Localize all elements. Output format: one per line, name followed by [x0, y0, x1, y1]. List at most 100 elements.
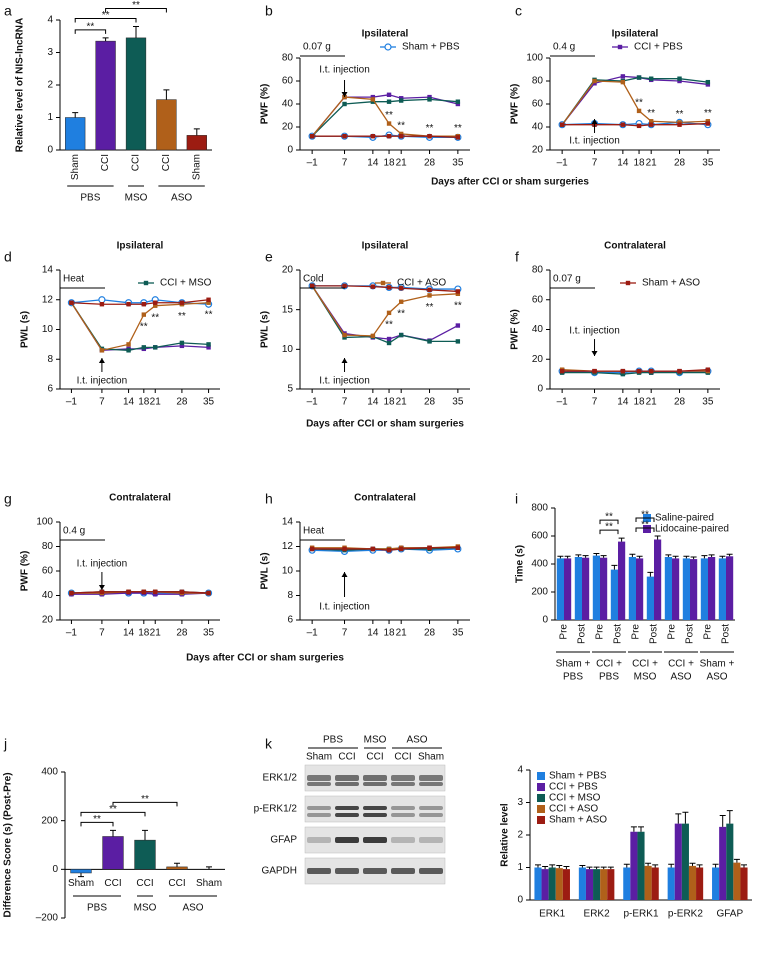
point [153, 345, 158, 350]
y-tick-label: 3 [517, 797, 523, 808]
legend-marker [384, 43, 392, 51]
legend-marker [380, 280, 386, 286]
y-tick-label: 400 [531, 559, 548, 570]
x-tick-label: 7 [99, 628, 105, 639]
error-bar [582, 555, 589, 558]
x-tick-label: 28 [424, 628, 436, 639]
chart-title: Contralateral [604, 241, 666, 252]
error-bar [575, 554, 582, 557]
error-bar [712, 863, 719, 868]
blot-band [335, 837, 359, 843]
error-bar [741, 864, 748, 868]
x-tick-label: Post [613, 624, 624, 644]
legend-marker [617, 44, 623, 50]
point [370, 284, 376, 289]
blot-band [307, 782, 331, 786]
x-tick-label: p-ERK1 [623, 909, 658, 920]
y-tick-label: 1 [517, 862, 523, 873]
x-tick-label: Pre [703, 624, 714, 640]
legend-marker [143, 280, 149, 286]
group-label: ASO [670, 672, 691, 683]
error-bar [193, 128, 200, 136]
point [677, 78, 682, 84]
x-tick-label: 18 [633, 397, 645, 408]
bar [592, 555, 600, 620]
point [636, 75, 642, 80]
bar [65, 117, 86, 151]
panel-letter: j [3, 736, 7, 752]
x-tick-label: 7 [342, 158, 348, 169]
point [153, 592, 158, 597]
point [342, 283, 347, 289]
y-tick-label: 40 [532, 324, 544, 335]
point [153, 589, 158, 595]
y-tick-label: 15 [282, 304, 294, 315]
chart-title: Ipsilateral [362, 29, 409, 40]
point [648, 368, 654, 374]
x-tick-label: –1 [307, 628, 319, 639]
bar [646, 576, 654, 620]
bar [556, 558, 564, 620]
x-tick-label: Post [649, 624, 660, 644]
error-bar [654, 535, 661, 540]
y-tick-label: 80 [532, 76, 544, 87]
blot-band [363, 813, 387, 817]
y-tick-label: 0 [287, 145, 293, 156]
blot-band [419, 782, 443, 786]
legend-swatch [537, 794, 545, 802]
group-label: ASO [182, 903, 203, 914]
error-bar [78, 872, 84, 878]
point [386, 340, 392, 346]
legend-label: CCI + ASO [549, 804, 598, 815]
y-tick-label: 12 [42, 294, 54, 305]
point [370, 97, 376, 102]
stimulus-label: Heat [303, 526, 324, 537]
x-tick-label: 28 [424, 158, 436, 169]
injection-arrowhead [98, 585, 105, 590]
blot-band [335, 782, 359, 786]
point [620, 368, 626, 374]
x-tick-label: Sham [70, 154, 81, 180]
x-tick-label: ERK2 [584, 909, 611, 920]
y-tick-label: 80 [42, 541, 54, 552]
bar [95, 40, 116, 151]
point [386, 547, 392, 553]
y-axis-label: PWF (%) [510, 84, 521, 125]
y-axis-label: Difference Score (s) (Post-Pre) [3, 772, 14, 917]
y-tick-label: 8 [287, 590, 293, 601]
x-tick-label: 14 [123, 397, 135, 408]
bar [156, 99, 177, 151]
point [427, 134, 432, 139]
significance-label: ** [151, 312, 159, 323]
x-tick-label: CCI [136, 878, 153, 889]
group-label: Sham + [556, 659, 591, 670]
error-bar [719, 555, 726, 559]
error-bar [668, 863, 675, 868]
significance-bracket [599, 529, 619, 535]
x-tick-label: 14 [367, 397, 379, 408]
error-bar [708, 554, 715, 557]
significance-label: ** [641, 520, 649, 531]
y-tick-label: 400 [41, 767, 58, 778]
chart-title: Contralateral [354, 493, 416, 504]
blot-band [419, 813, 443, 817]
error-bar [726, 553, 733, 557]
error-bar [636, 555, 643, 559]
x-tick-label: 35 [452, 158, 464, 169]
point [648, 122, 654, 127]
x-tick-label: –1 [557, 397, 569, 408]
x-tick-label: 35 [702, 397, 714, 408]
blot-band [363, 782, 387, 786]
error-bar [110, 829, 116, 837]
significance-label: ** [397, 308, 405, 319]
error-bar [72, 112, 79, 118]
x-tick-label: –1 [66, 397, 78, 408]
error-bar [102, 37, 109, 42]
blot-band [419, 806, 443, 810]
error-bar [675, 813, 682, 824]
point [206, 590, 211, 596]
group-label: PBS [563, 672, 583, 683]
significance-bracket [80, 811, 146, 817]
panel-letter: a [4, 3, 12, 19]
point [398, 546, 404, 552]
